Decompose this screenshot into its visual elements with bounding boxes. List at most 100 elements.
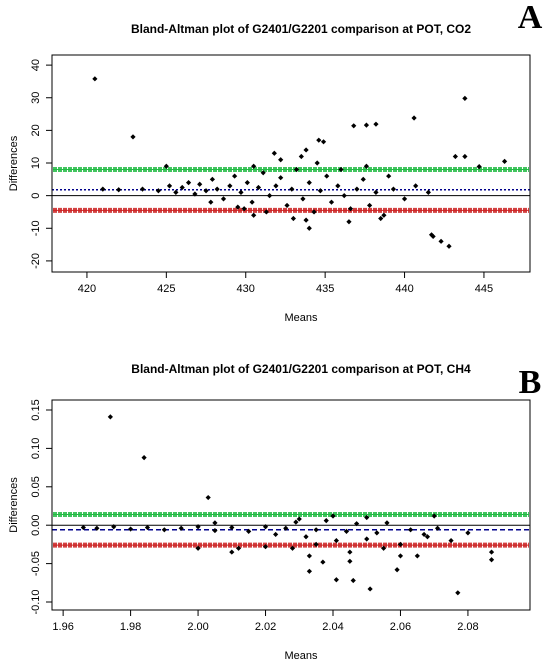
point	[386, 173, 392, 179]
point	[390, 186, 397, 192]
point	[303, 147, 309, 153]
point	[255, 184, 262, 191]
point	[367, 202, 373, 209]
y-tick-label: 0.00	[30, 514, 42, 535]
point	[116, 187, 122, 193]
point	[430, 233, 436, 240]
point	[273, 183, 279, 189]
point	[173, 189, 179, 195]
point	[438, 238, 444, 244]
x-tick-label: 2.06	[390, 621, 411, 633]
point	[179, 184, 185, 191]
point	[271, 150, 277, 156]
y-tick-label: 0	[30, 193, 42, 199]
point	[300, 196, 306, 202]
point	[290, 215, 296, 222]
point	[448, 537, 454, 544]
x-tick-label: 1.98	[120, 621, 141, 633]
point	[431, 513, 437, 519]
point	[229, 549, 235, 555]
point	[209, 176, 215, 182]
point	[263, 209, 269, 215]
x-tick-label: 430	[237, 283, 255, 295]
point	[397, 541, 404, 548]
point	[306, 179, 312, 186]
y-tick-label: 30	[30, 92, 42, 104]
x-tick-label: 420	[78, 283, 96, 295]
point	[407, 527, 414, 533]
point	[212, 527, 218, 534]
point	[127, 526, 134, 532]
x-tick-label: 435	[316, 283, 334, 295]
y-tick-label: 10	[30, 157, 42, 169]
point	[166, 183, 173, 189]
point	[262, 544, 269, 550]
point	[235, 545, 242, 551]
point	[306, 568, 312, 574]
point	[130, 134, 136, 140]
point	[384, 520, 390, 526]
y-axis-label: Differences	[8, 477, 20, 533]
point	[421, 531, 427, 538]
point	[335, 183, 341, 189]
point	[424, 534, 431, 540]
point	[314, 160, 320, 166]
point	[465, 530, 471, 536]
point	[411, 115, 417, 121]
point	[333, 577, 339, 583]
x-tick-label: 440	[395, 283, 413, 295]
point	[501, 158, 508, 164]
point	[94, 525, 100, 531]
point	[214, 186, 220, 192]
point	[455, 590, 461, 596]
point	[462, 95, 468, 101]
point	[414, 553, 420, 559]
point	[249, 199, 255, 205]
point	[144, 524, 151, 531]
point	[320, 559, 326, 565]
chart-title: Bland-Altman plot of G2401/G2201 compari…	[131, 22, 471, 36]
point	[296, 516, 302, 522]
point	[111, 524, 117, 530]
point	[347, 558, 353, 564]
y-tick-label: 0.10	[30, 438, 42, 459]
point	[306, 225, 312, 231]
point	[320, 139, 327, 145]
point	[303, 217, 309, 223]
y-tick-label: 0.15	[30, 399, 42, 420]
point	[446, 243, 452, 249]
point	[488, 549, 495, 555]
y-axis-label: Differences	[8, 135, 20, 191]
point	[227, 183, 233, 189]
point	[360, 176, 366, 182]
point	[303, 534, 309, 540]
point	[283, 525, 289, 531]
point	[313, 527, 319, 533]
point	[351, 123, 357, 129]
point	[278, 175, 284, 181]
point	[298, 153, 304, 160]
x-tick-label: 1.96	[52, 621, 73, 633]
point	[205, 494, 211, 501]
point	[235, 204, 241, 210]
point	[260, 170, 266, 176]
x-tick-label: 445	[475, 283, 493, 295]
point	[373, 189, 379, 195]
point	[197, 181, 203, 187]
y-tick-label: -20	[30, 253, 42, 269]
point	[212, 520, 218, 526]
point	[232, 173, 238, 179]
point	[434, 525, 441, 531]
point	[185, 179, 192, 186]
panel-label: B	[519, 364, 542, 401]
point	[323, 517, 329, 524]
point	[139, 186, 146, 192]
point	[488, 557, 495, 563]
x-tick-label: 2.02	[255, 621, 276, 633]
point	[324, 173, 330, 179]
point	[341, 193, 347, 199]
x-axis-label: Means	[284, 312, 318, 324]
x-tick-label: 2.04	[322, 621, 343, 633]
point	[192, 191, 198, 197]
